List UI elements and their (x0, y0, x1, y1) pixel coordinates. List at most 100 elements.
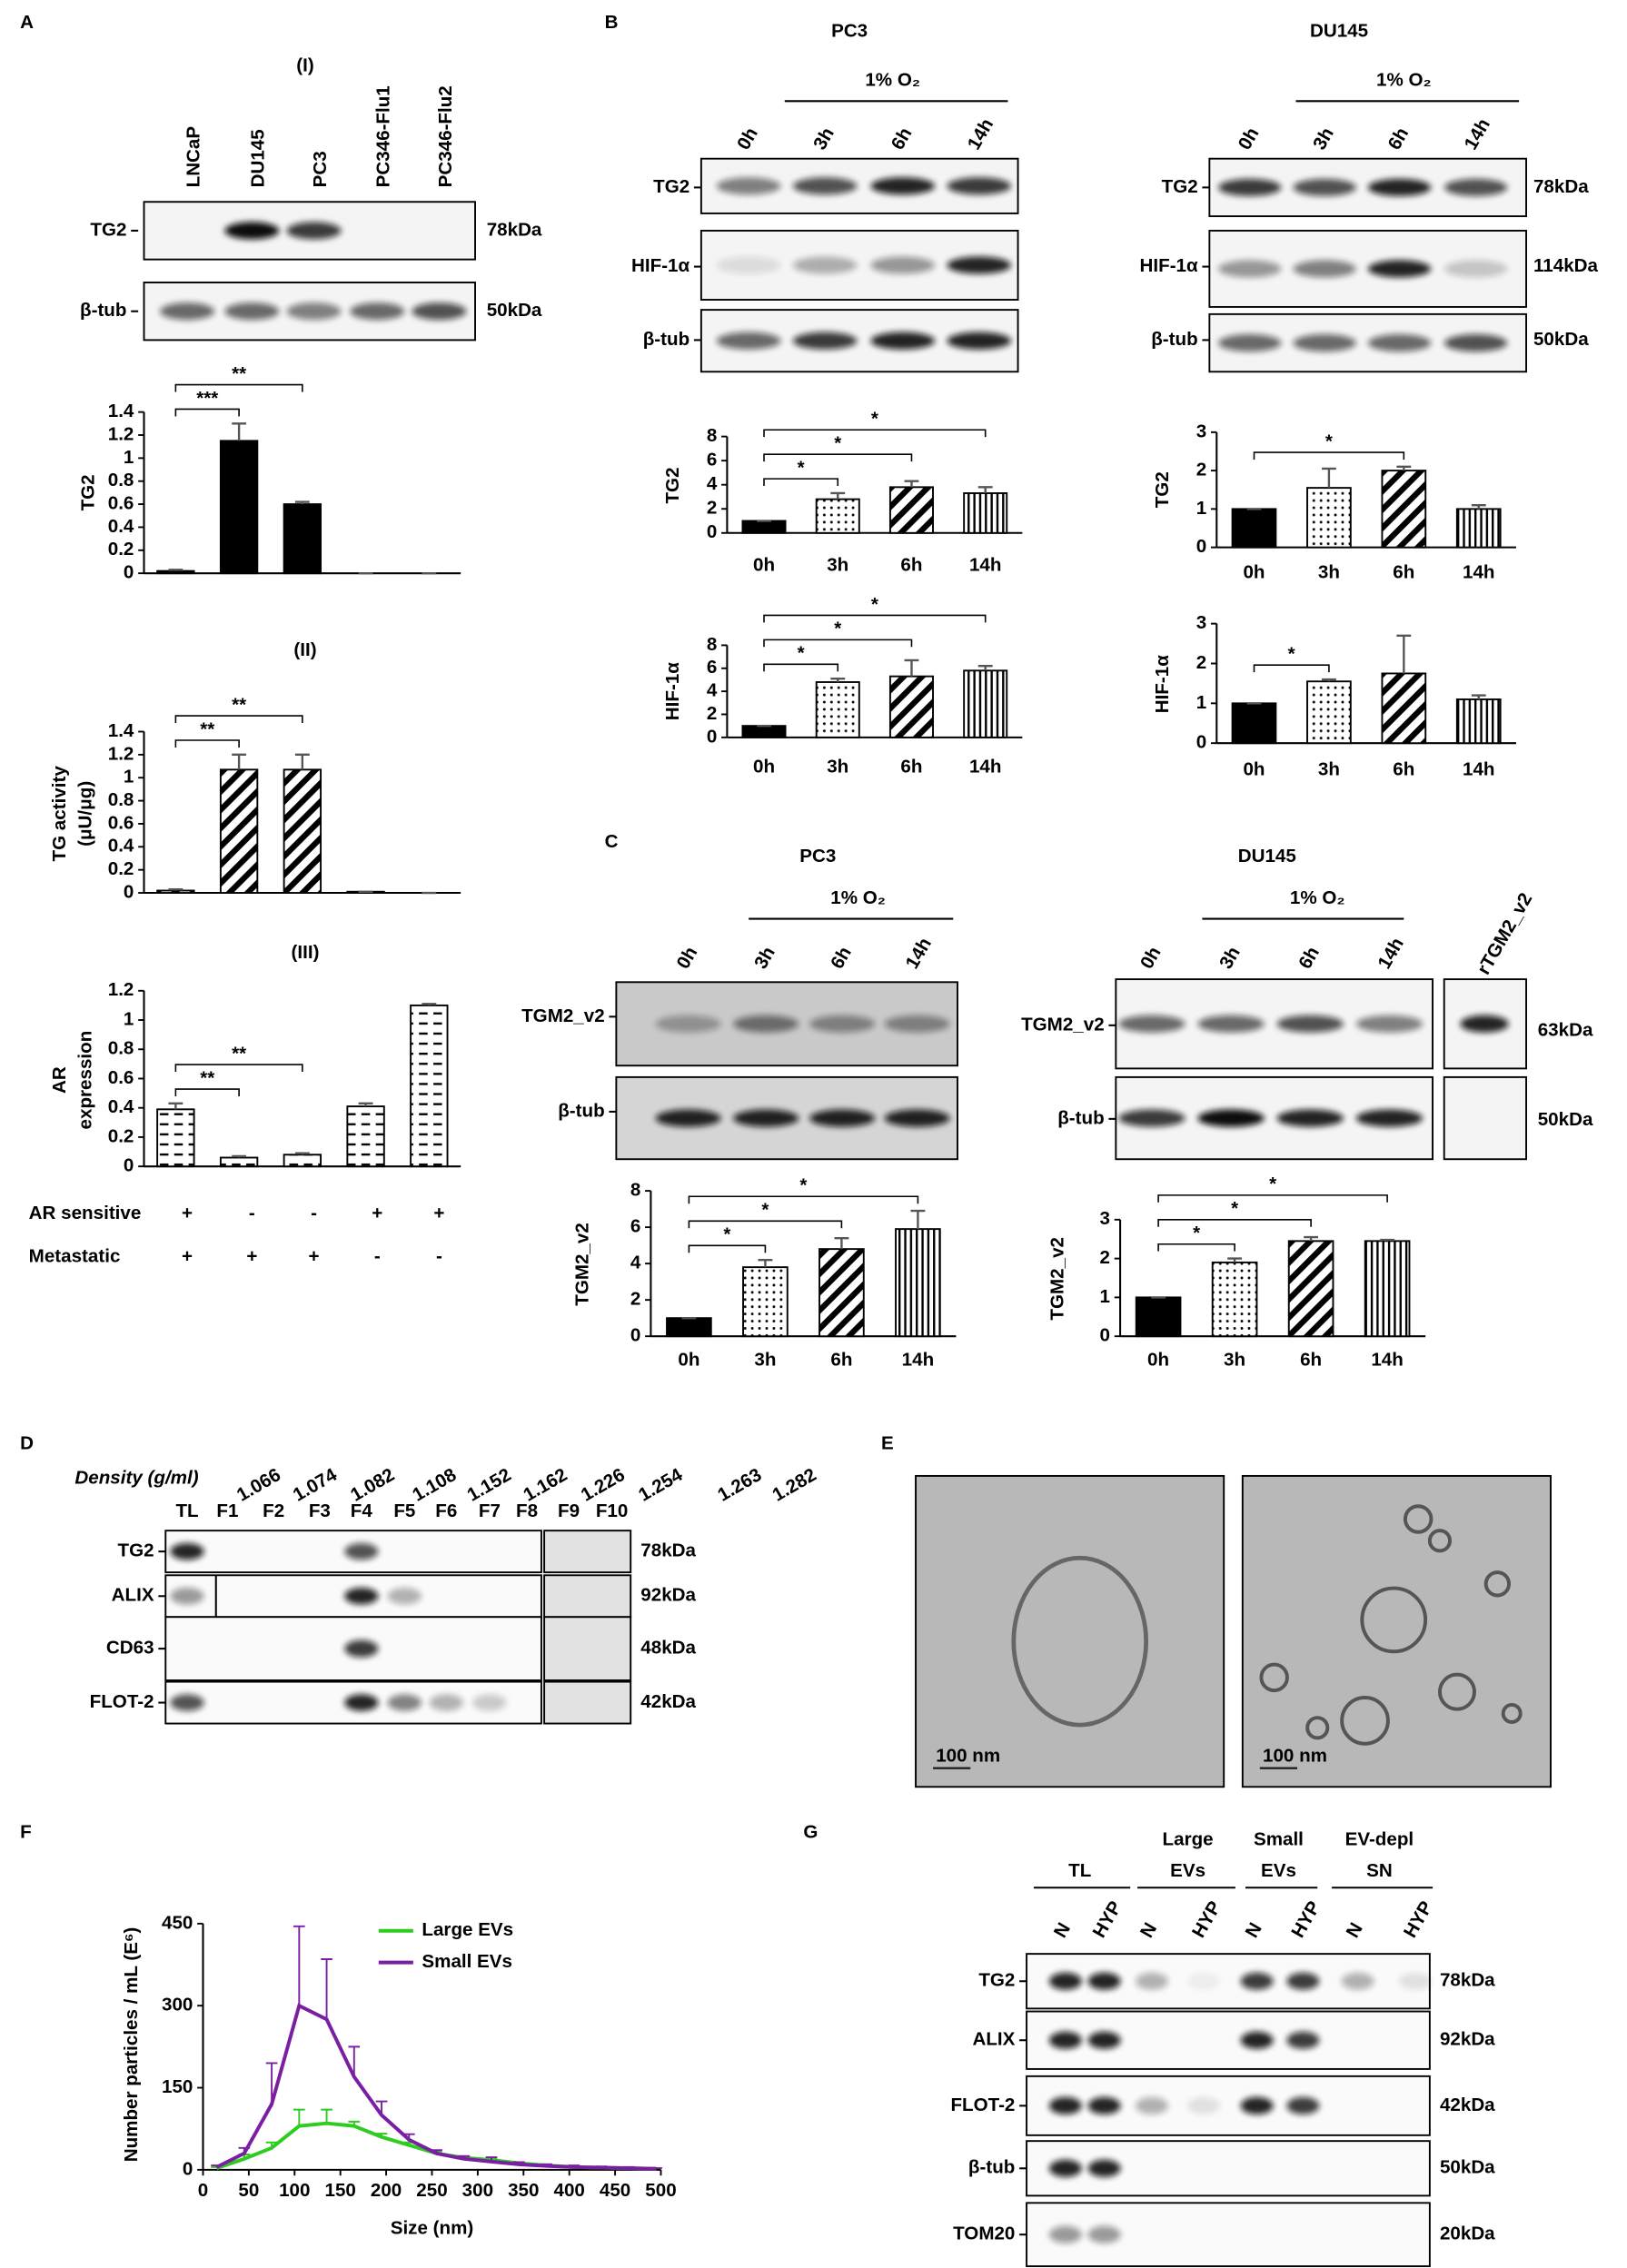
density-value: 1.263 (714, 1464, 765, 1506)
vesicle (1483, 1570, 1512, 1598)
y-axis-title: expression (75, 1031, 96, 1130)
density-value: 1.082 (347, 1464, 398, 1506)
bar (888, 486, 934, 534)
blot-size: 42kDa (640, 1691, 696, 1712)
blot-band (344, 1639, 379, 1658)
table-cell: - (374, 1245, 381, 1266)
error-bar (977, 665, 993, 671)
blot-band (870, 256, 936, 274)
panel-heading: (III) (292, 942, 320, 963)
vesicle (1340, 1696, 1390, 1746)
series-line (215, 2121, 657, 2171)
y-axis-title: HIF-1α (1152, 655, 1173, 713)
scale-label: 100 nm (936, 1745, 1000, 1766)
lane-label: 6h (1295, 943, 1324, 972)
group-label: TL (1068, 1860, 1091, 1881)
x-tick-label: 3h (1318, 759, 1340, 780)
significance-label: * (723, 1224, 730, 1245)
table-cell: + (309, 1245, 320, 1266)
x-tick-label: 350 (508, 2180, 539, 2201)
significance-label: * (761, 1200, 769, 1221)
significance-bracket (1157, 1194, 1388, 1203)
bar (1306, 487, 1352, 549)
group-label: EVs (1261, 1860, 1296, 1881)
blot-band (1048, 1972, 1082, 1990)
y-tick-label: 0 (124, 1155, 134, 1176)
lane-label: 0h (733, 124, 762, 153)
blot-band (1399, 1972, 1432, 1990)
significance-bracket (688, 1244, 767, 1253)
blot-row-label: ALIX (972, 2029, 1015, 2050)
blot-row-label: TGM2_v2 (521, 1005, 605, 1026)
bar (666, 1317, 712, 1338)
significance-label: * (1193, 1223, 1200, 1243)
error-bar (232, 1154, 247, 1158)
blot-row-label: β-tub (643, 329, 689, 350)
significance-bracket (1253, 451, 1405, 460)
density-value: 1.254 (635, 1464, 687, 1506)
x-tick-label: 300 (462, 2180, 493, 2201)
blot-band (1048, 2096, 1082, 2114)
y-axis-title: HIF-1α (662, 662, 683, 720)
bar (1135, 1296, 1182, 1338)
legend-label: Large EVs (422, 1919, 513, 1940)
table-cell: + (433, 1203, 444, 1223)
table-cell: - (436, 1245, 442, 1266)
blot-band (1087, 2031, 1121, 2049)
lane-label: TL (175, 1500, 198, 1521)
blot-band (1286, 2031, 1320, 2049)
lane-label: 6h (827, 943, 856, 972)
y-tick-label: 0 (1196, 536, 1206, 557)
blot-band (1187, 1972, 1220, 1990)
bar (1231, 702, 1277, 745)
y-axis-title: TG2 (1152, 471, 1173, 508)
blot-size: 78kDa (1440, 1970, 1495, 1991)
blot-band (792, 256, 858, 274)
y-tick-label: 0.8 (108, 1038, 134, 1059)
blot-size: 78kDa (1533, 176, 1589, 197)
bar (283, 1154, 322, 1168)
significance-bracket (688, 1195, 919, 1204)
y-axis-title: TGM2_v2 (571, 1223, 592, 1306)
blot-band (1443, 334, 1508, 352)
lane-label: F4 (351, 1500, 373, 1521)
blot-band (1048, 2031, 1082, 2049)
blot-band (1218, 334, 1282, 352)
y-axis-title: TGM2_v2 (1047, 1237, 1067, 1321)
condition-label: 1% O₂ (1376, 70, 1432, 91)
x-tick-label: 6h (1300, 1350, 1322, 1371)
error-bar (1396, 465, 1412, 471)
lane-label: rTGM2_v2 (1473, 889, 1537, 978)
x-tick-label: 3h (1318, 562, 1340, 583)
blot-box (1026, 2140, 1431, 2197)
panel-heading: (I) (296, 55, 313, 76)
blot-band (286, 222, 342, 240)
y-tick-label: 0 (707, 726, 717, 747)
error-bar (1396, 634, 1412, 674)
blot-band (1218, 178, 1282, 196)
blot-size: 92kDa (640, 1585, 696, 1606)
blot-band (350, 302, 405, 321)
lane-label: HYP (1088, 1897, 1126, 1941)
bar (156, 889, 195, 894)
y-axis-title: Number particles / mL (E⁶) (121, 1927, 142, 2163)
blot-row-label: TG2 (1162, 176, 1198, 197)
blot-band (884, 1015, 950, 1033)
y-tick-label: 0.4 (108, 836, 134, 857)
significance-bracket (174, 1088, 240, 1096)
lane-label: 3h (1215, 943, 1245, 972)
series-line (215, 2003, 657, 2171)
density-value: 1.282 (769, 1464, 819, 1506)
bar (219, 768, 259, 894)
y-tick-label: 2 (1196, 652, 1206, 673)
panel-letter: C (605, 831, 619, 852)
significance-label: * (871, 409, 878, 430)
blot-band (1341, 1972, 1374, 1990)
error-bar (1380, 1238, 1395, 1242)
density-value: 1.074 (290, 1464, 342, 1506)
blot-band (1087, 1972, 1121, 1990)
x-tick-label: 50 (238, 2180, 259, 2201)
blot-band (1240, 2096, 1274, 2114)
error-bar (321, 2108, 332, 2124)
significance-bracket (1157, 1219, 1312, 1227)
